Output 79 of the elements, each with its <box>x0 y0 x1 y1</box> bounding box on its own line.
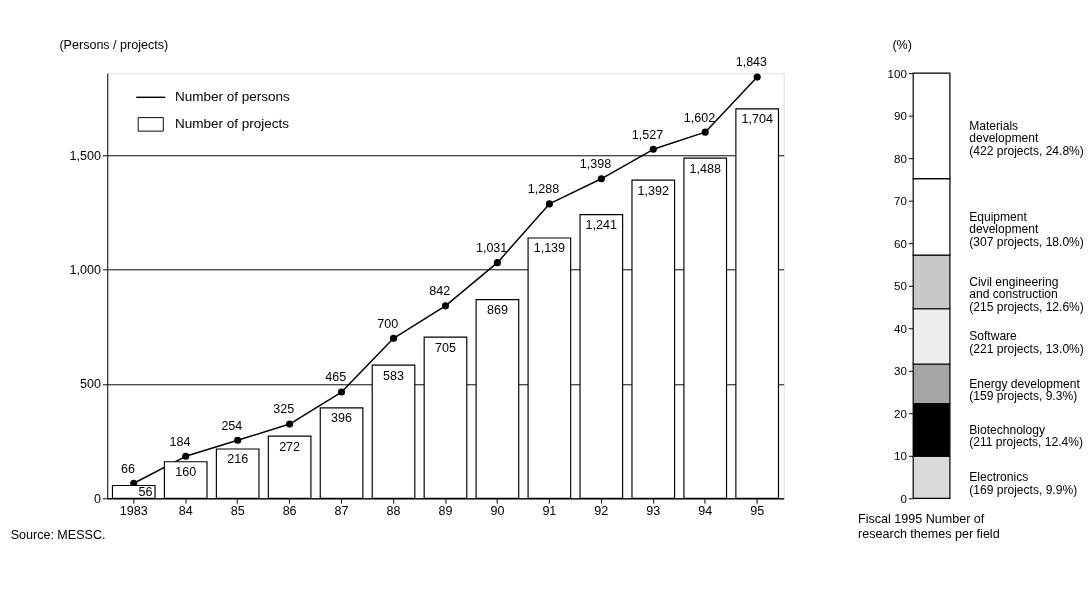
point <box>182 452 190 460</box>
x-tick-label: 85 <box>230 504 245 519</box>
data-label: 1,602 <box>683 110 716 125</box>
x-tick-label: 94 <box>698 504 713 519</box>
source-note: Source: MESSC. <box>10 527 106 542</box>
point <box>286 420 294 428</box>
x-tick-label: 1983 <box>119 504 148 519</box>
x-tick-label: 86 <box>282 504 297 519</box>
point <box>597 175 605 183</box>
data-label: 216 <box>227 452 249 467</box>
x-tick-label: 88 <box>386 504 401 519</box>
y-tick-label: 10 <box>893 450 907 463</box>
data-label: 56 <box>138 485 153 500</box>
series-label: Software (221 projects, 13.0%) <box>969 329 1084 356</box>
data-label: 1,527 <box>631 127 664 142</box>
y-axis-title: (%) <box>892 38 912 53</box>
data-label: 66 <box>120 461 135 476</box>
point <box>389 334 398 342</box>
y-tick-label: 100 <box>887 67 907 80</box>
series-label: Biotechnology (211 projects, 12.4%) <box>969 422 1083 450</box>
x-tick-label: 92 <box>594 504 609 519</box>
y-tick-label: 30 <box>893 365 907 378</box>
y-tick-label: 40 <box>893 322 907 335</box>
x-tick-label: 84 <box>178 504 193 519</box>
data-label: 184 <box>169 434 191 449</box>
point <box>545 200 553 208</box>
point <box>753 73 761 81</box>
legend-label: Number of projects <box>174 116 290 132</box>
point <box>234 436 242 444</box>
point <box>649 145 657 153</box>
data-label: 700 <box>377 316 399 331</box>
data-label: 272 <box>279 439 301 454</box>
series-label: Equipment development (307 projects, 18.0%) <box>969 209 1084 249</box>
data-label: 842 <box>429 284 451 299</box>
data-label: 1,031 <box>475 241 508 256</box>
data-label: 1,392 <box>637 183 669 198</box>
y-tick-label: 70 <box>893 195 907 208</box>
y-tick-label: 1,000 <box>69 263 101 278</box>
data-label: 1,843 <box>735 55 768 70</box>
y-tick-label: 90 <box>893 110 907 123</box>
data-label: 1,488 <box>689 161 721 176</box>
point <box>493 259 502 267</box>
y-tick-label: 500 <box>80 377 101 392</box>
x-tick-label: 90 <box>490 504 505 519</box>
x-axis-title: Fiscal 1995 Number of research themes per field <box>858 512 1000 541</box>
series-label: Materials development (422 projects, 24.8%) <box>969 118 1084 158</box>
legend-label: Number of persons <box>174 89 291 105</box>
point <box>701 128 709 136</box>
y-tick-label: 0 <box>900 492 907 505</box>
data-label: 1,241 <box>585 218 618 233</box>
data-label: 869 <box>486 303 508 318</box>
x-tick-label: 93 <box>646 504 661 519</box>
y-tick-label: 60 <box>893 237 907 250</box>
data-label: 1,139 <box>533 241 566 256</box>
y-tick-label: 1,500 <box>69 148 101 163</box>
series-label: Energy development (159 projects, 9.3%) <box>969 376 1081 404</box>
y-tick-label: 50 <box>893 280 907 293</box>
y-tick-label: 0 <box>94 491 101 506</box>
data-label: 705 <box>435 340 456 355</box>
y-axis-title: (Persons / projects) <box>59 38 169 53</box>
x-tick-label: 87 <box>334 504 349 519</box>
data-label: 396 <box>331 411 353 426</box>
series-label: Electronics (169 projects, 9.9%) <box>969 470 1078 497</box>
data-label: 465 <box>325 370 347 385</box>
data-label: 160 <box>175 465 197 480</box>
series-label: Civil engineering and construction (215 projects, 12.6%) <box>969 274 1084 314</box>
y-tick-label: 20 <box>893 407 907 420</box>
data-label: 1,288 <box>527 182 560 197</box>
point <box>337 388 346 396</box>
data-label: 1,704 <box>741 112 773 127</box>
data-label: 1,398 <box>579 157 612 172</box>
data-label: 254 <box>221 418 243 433</box>
y-tick-label: 80 <box>893 152 907 165</box>
x-tick-label: 91 <box>542 504 557 519</box>
point <box>441 302 450 310</box>
x-tick-label: 89 <box>438 504 453 519</box>
x-tick-label: 95 <box>750 504 765 519</box>
data-label: 325 <box>273 402 295 417</box>
data-label: 583 <box>383 368 404 383</box>
